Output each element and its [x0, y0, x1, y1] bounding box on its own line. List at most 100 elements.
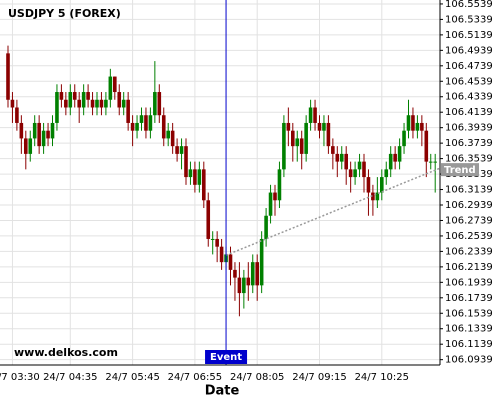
grid	[0, 0, 440, 365]
trend-label-box	[441, 163, 479, 177]
candle-body	[135, 122, 139, 131]
candle-body	[291, 130, 295, 147]
candle-body	[304, 122, 308, 154]
candle-body	[282, 122, 286, 170]
candle-body	[10, 99, 15, 108]
y-tick-label: 106.1539	[445, 308, 493, 319]
candle-body	[117, 92, 122, 108]
candle-body	[188, 169, 193, 178]
y-tick-label: 106.0939	[445, 355, 493, 366]
y-tick-label: 106.5139	[445, 30, 493, 41]
candle-body	[322, 122, 326, 131]
x-tick-label: 24/7 05:45	[105, 372, 159, 383]
candle-body	[108, 76, 113, 100]
candle-body	[255, 262, 259, 286]
candle-body	[170, 130, 175, 147]
candle-body	[104, 99, 108, 108]
candle-body	[139, 115, 144, 123]
candle-body	[371, 192, 375, 201]
candle-body	[193, 169, 197, 185]
candle-body	[77, 99, 81, 108]
candle-body	[433, 161, 437, 163]
y-tick-label: 106.1139	[445, 339, 493, 350]
watermark: www.delkos.com	[14, 346, 118, 359]
candle-body	[46, 130, 50, 139]
candle-body	[246, 277, 251, 286]
x-tick-label: 24/7 10:25	[355, 372, 409, 383]
candle-body	[380, 177, 384, 193]
candle-body	[313, 107, 317, 123]
candle-body	[157, 92, 162, 116]
x-tick-label: 24/7 08:05	[230, 372, 284, 383]
candle-body	[219, 246, 224, 263]
candle-body	[420, 122, 424, 131]
chart-title: USDJPY 5 (FOREX)	[8, 7, 121, 20]
y-tick-label: 106.2139	[445, 262, 493, 273]
y-tick-label: 106.3739	[445, 138, 493, 149]
candle-body	[175, 146, 179, 154]
y-tick-label: 106.2339	[445, 246, 493, 257]
candle-body	[228, 254, 233, 270]
candle-body	[335, 153, 340, 162]
candle-body	[402, 130, 406, 147]
trend-label: Trend	[444, 165, 476, 176]
candle-body	[384, 169, 389, 178]
candle-body	[81, 92, 86, 108]
candle-body	[210, 238, 215, 240]
candle-body	[179, 146, 184, 154]
y-tick-label: 106.4539	[445, 76, 493, 87]
candle-body	[277, 169, 282, 201]
candle-body	[317, 122, 322, 131]
candle-body	[424, 130, 429, 162]
candle-body	[202, 169, 206, 201]
candle-body	[215, 238, 219, 247]
candle-body	[68, 92, 73, 108]
candle-body	[366, 177, 371, 193]
event-label: Event	[210, 352, 242, 363]
candle-body	[37, 122, 41, 147]
candle-body	[153, 92, 157, 116]
x-tick-label: 24/7 06:55	[168, 372, 222, 383]
candle-body	[95, 99, 99, 108]
candle-body	[148, 115, 153, 131]
candle-body	[326, 122, 331, 147]
y-tick-label: 106.1939	[445, 277, 493, 288]
candle-body	[295, 138, 300, 147]
candle-body	[121, 99, 126, 108]
candle-body	[19, 122, 24, 139]
y-tick-label: 106.4139	[445, 107, 493, 118]
y-tick-label: 106.5339	[445, 14, 493, 25]
y-tick-label: 106.2739	[445, 215, 493, 226]
candle-body	[197, 169, 202, 185]
candle-body	[375, 192, 380, 201]
candle-body	[357, 161, 362, 170]
candle-body	[130, 122, 135, 131]
candle-body	[206, 200, 211, 239]
y-tick-label: 106.4739	[445, 61, 493, 72]
candle-body	[50, 122, 55, 139]
candle-body	[339, 153, 344, 162]
candle-body	[126, 99, 130, 123]
candle-body	[41, 130, 46, 147]
x-tick-label: 24/7 09:15	[292, 372, 346, 383]
candle-body	[161, 115, 166, 139]
candle-body	[32, 122, 37, 139]
x-tick-label: 24/7 03:30	[0, 372, 40, 383]
candle-body	[184, 146, 188, 178]
candle-body	[273, 192, 277, 201]
candle-body	[15, 107, 19, 123]
candle-body	[411, 115, 415, 131]
y-tick-label: 106.2939	[445, 200, 493, 211]
candle-body	[397, 146, 402, 162]
candle-body	[299, 138, 304, 154]
candle-body	[250, 262, 255, 286]
candle-body	[233, 269, 237, 278]
candle-body	[237, 277, 242, 294]
candles	[6, 0, 441, 365]
candle-body	[344, 153, 348, 170]
y-tick-label: 106.5539	[445, 0, 493, 10]
candle-body	[64, 99, 68, 108]
candle-body	[362, 161, 366, 178]
